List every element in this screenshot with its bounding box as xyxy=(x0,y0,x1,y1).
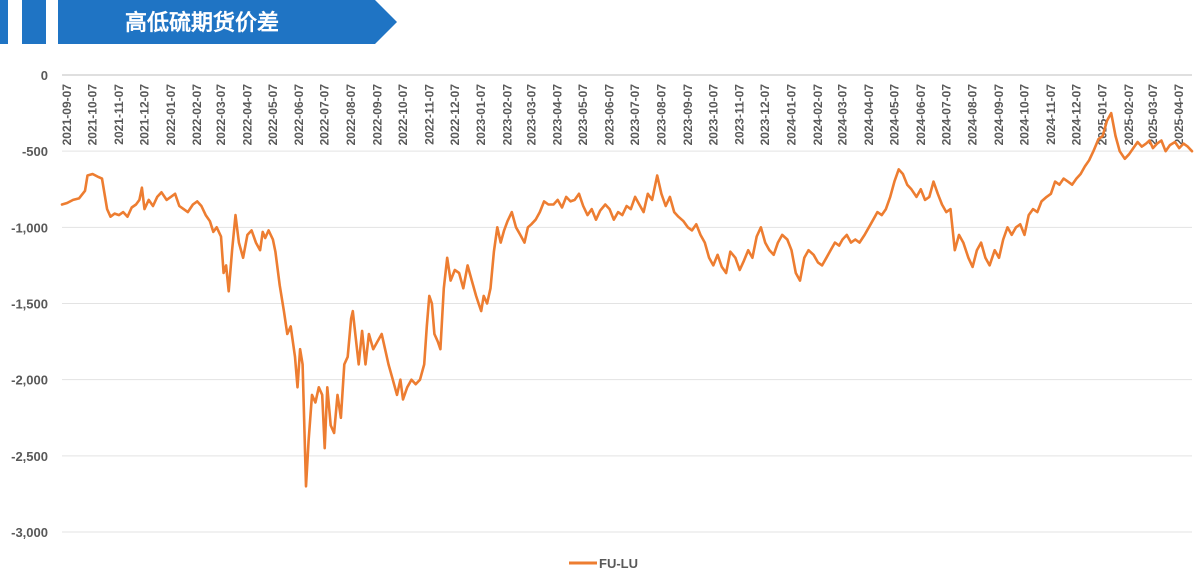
x-tick-label: 2022-09-07 xyxy=(370,84,384,146)
x-tick-label: 2023-09-07 xyxy=(681,84,695,146)
x-tick-label: 2025-03-07 xyxy=(1146,84,1160,146)
x-tick-label: 2021-10-07 xyxy=(86,84,100,146)
x-tick-label: 2024-08-07 xyxy=(966,84,980,146)
x-tick-label: 2023-06-07 xyxy=(603,84,617,146)
y-tick-label: -500 xyxy=(22,144,48,159)
x-tick-label: 2025-02-07 xyxy=(1122,84,1136,146)
x-tick-label: 2024-01-07 xyxy=(785,84,799,146)
x-tick-label: 2023-03-07 xyxy=(524,84,538,146)
y-axis: 0 -500 -1,000 -1,500 -2,000 -2,500 -3,000 xyxy=(11,68,48,540)
x-tick-label: 2024-07-07 xyxy=(939,84,953,146)
x-tick-label: 2024-02-07 xyxy=(811,84,825,146)
x-tick-label: 2022-07-07 xyxy=(318,84,332,146)
grid xyxy=(62,74,1192,533)
x-tick-label: 2024-06-07 xyxy=(914,84,928,146)
x-tick-label: 2022-08-07 xyxy=(344,84,358,146)
y-tick-label: 0 xyxy=(41,68,48,83)
y-tick-label: -1,500 xyxy=(11,297,48,312)
x-tick-label: 2023-08-07 xyxy=(654,84,668,146)
x-tick-label: 2025-01-07 xyxy=(1096,84,1110,146)
x-tick-label: 2022-02-07 xyxy=(190,84,204,146)
series-group xyxy=(60,111,1194,488)
x-tick-label: 2024-09-07 xyxy=(992,84,1006,146)
x-tick-label: 2024-10-07 xyxy=(1017,84,1031,146)
y-tick-label: -3,000 xyxy=(11,525,48,540)
x-tick-label: 2022-12-07 xyxy=(448,84,462,146)
x-tick-label: 2022-06-07 xyxy=(292,84,306,146)
x-tick-label: 2024-12-07 xyxy=(1069,84,1083,146)
x-tick-label: 2024-03-07 xyxy=(836,84,850,146)
header-banner: 高低硫期货价差 xyxy=(0,0,397,44)
x-tick-label: 2022-05-07 xyxy=(266,84,280,146)
x-tick-label: 2022-04-07 xyxy=(240,84,254,146)
x-tick-label: 2022-01-07 xyxy=(164,84,178,146)
legend[interactable]: FU-LU xyxy=(569,556,638,571)
header-accent-bar-1 xyxy=(0,0,8,44)
y-tick-label: -2,000 xyxy=(11,373,48,388)
x-tick-label: 2023-11-07 xyxy=(733,84,747,145)
x-tick-label: 2024-04-07 xyxy=(862,84,876,146)
legend-label: FU-LU xyxy=(599,556,638,571)
x-tick-label: 2023-05-07 xyxy=(576,84,590,146)
chart-title: 高低硫期货价差 xyxy=(125,10,279,36)
x-tick-label: 2023-04-07 xyxy=(551,84,565,146)
x-tick-label: 2024-11-07 xyxy=(1044,84,1058,145)
x-tick-label: 2022-03-07 xyxy=(214,84,228,146)
x-tick-label: 2023-02-07 xyxy=(501,84,515,146)
x-tick-label: 2024-05-07 xyxy=(887,84,901,146)
x-tick-label: 2023-01-07 xyxy=(474,84,488,146)
header-accent-bar-2 xyxy=(22,0,46,44)
x-tick-label: 2021-11-07 xyxy=(112,84,126,145)
y-tick-label: -1,000 xyxy=(11,220,48,235)
series-line-fu-lu xyxy=(60,111,1194,488)
x-axis: 2021-09-07 2021-10-07 2021-11-07 2021-12-07… xyxy=(60,84,1186,146)
x-tick-label: 2023-07-07 xyxy=(628,84,642,146)
x-tick-label: 2023-10-07 xyxy=(706,84,720,146)
x-tick-label: 2022-10-07 xyxy=(396,84,410,146)
x-tick-label: 2025-04-07 xyxy=(1172,84,1186,146)
y-tick-label: -2,500 xyxy=(11,449,48,464)
x-tick-label: 2022-11-07 xyxy=(422,84,436,145)
x-tick-label: 2023-12-07 xyxy=(758,84,772,146)
x-tick-label: 2021-09-07 xyxy=(60,84,74,146)
header-title-banner xyxy=(58,0,397,44)
x-tick-label: 2021-12-07 xyxy=(137,84,151,146)
